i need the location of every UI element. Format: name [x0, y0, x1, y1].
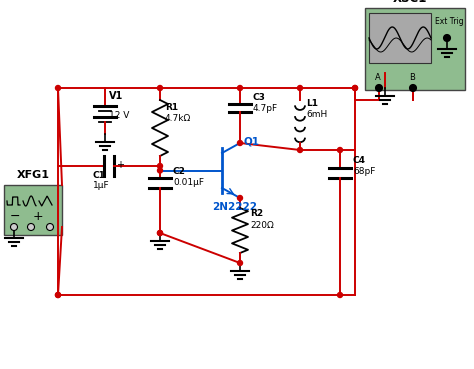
Circle shape: [55, 293, 61, 297]
Circle shape: [237, 261, 243, 266]
Text: +: +: [116, 160, 124, 170]
Text: R2: R2: [250, 209, 263, 218]
Text: −: −: [10, 210, 20, 223]
Circle shape: [237, 196, 243, 200]
Text: 0.01μF: 0.01μF: [173, 178, 204, 187]
Circle shape: [298, 148, 302, 152]
FancyBboxPatch shape: [365, 8, 465, 90]
Text: 2N2222: 2N2222: [212, 202, 257, 212]
Circle shape: [237, 141, 243, 145]
FancyBboxPatch shape: [369, 13, 431, 63]
Circle shape: [337, 148, 343, 152]
Text: C4: C4: [353, 156, 366, 165]
Text: 220Ω: 220Ω: [250, 221, 274, 230]
Circle shape: [298, 86, 302, 90]
Circle shape: [46, 224, 54, 231]
Circle shape: [410, 85, 417, 92]
Circle shape: [157, 163, 163, 169]
Text: +: +: [33, 210, 44, 223]
Circle shape: [157, 168, 163, 173]
Text: 68pF: 68pF: [353, 167, 375, 176]
Circle shape: [237, 86, 243, 90]
Circle shape: [55, 86, 61, 90]
Text: Q1: Q1: [244, 137, 260, 147]
Circle shape: [337, 293, 343, 297]
Text: XSC1: XSC1: [393, 0, 427, 5]
Text: 12 V: 12 V: [109, 111, 129, 121]
Circle shape: [157, 231, 163, 235]
Text: V1: V1: [109, 91, 123, 101]
Circle shape: [444, 34, 450, 41]
Text: 6mH: 6mH: [306, 110, 327, 119]
Circle shape: [353, 86, 357, 90]
Circle shape: [27, 224, 35, 231]
Circle shape: [157, 86, 163, 90]
Text: C1: C1: [93, 171, 106, 180]
FancyBboxPatch shape: [4, 185, 62, 235]
Circle shape: [375, 85, 383, 92]
Text: 4.7pF: 4.7pF: [253, 104, 278, 113]
Text: 1μF: 1μF: [93, 181, 109, 190]
Text: 4.7kΩ: 4.7kΩ: [165, 114, 191, 123]
Circle shape: [353, 86, 357, 90]
Circle shape: [157, 231, 163, 235]
Text: R1: R1: [165, 103, 178, 112]
Text: XFG1: XFG1: [17, 170, 49, 180]
Text: C3: C3: [253, 93, 266, 102]
Text: A: A: [375, 73, 381, 82]
Text: C2: C2: [173, 167, 186, 176]
Text: L1: L1: [306, 99, 318, 108]
Circle shape: [55, 293, 61, 297]
Text: B: B: [409, 73, 415, 82]
Circle shape: [10, 224, 18, 231]
Text: Ext Trig: Ext Trig: [435, 17, 464, 26]
